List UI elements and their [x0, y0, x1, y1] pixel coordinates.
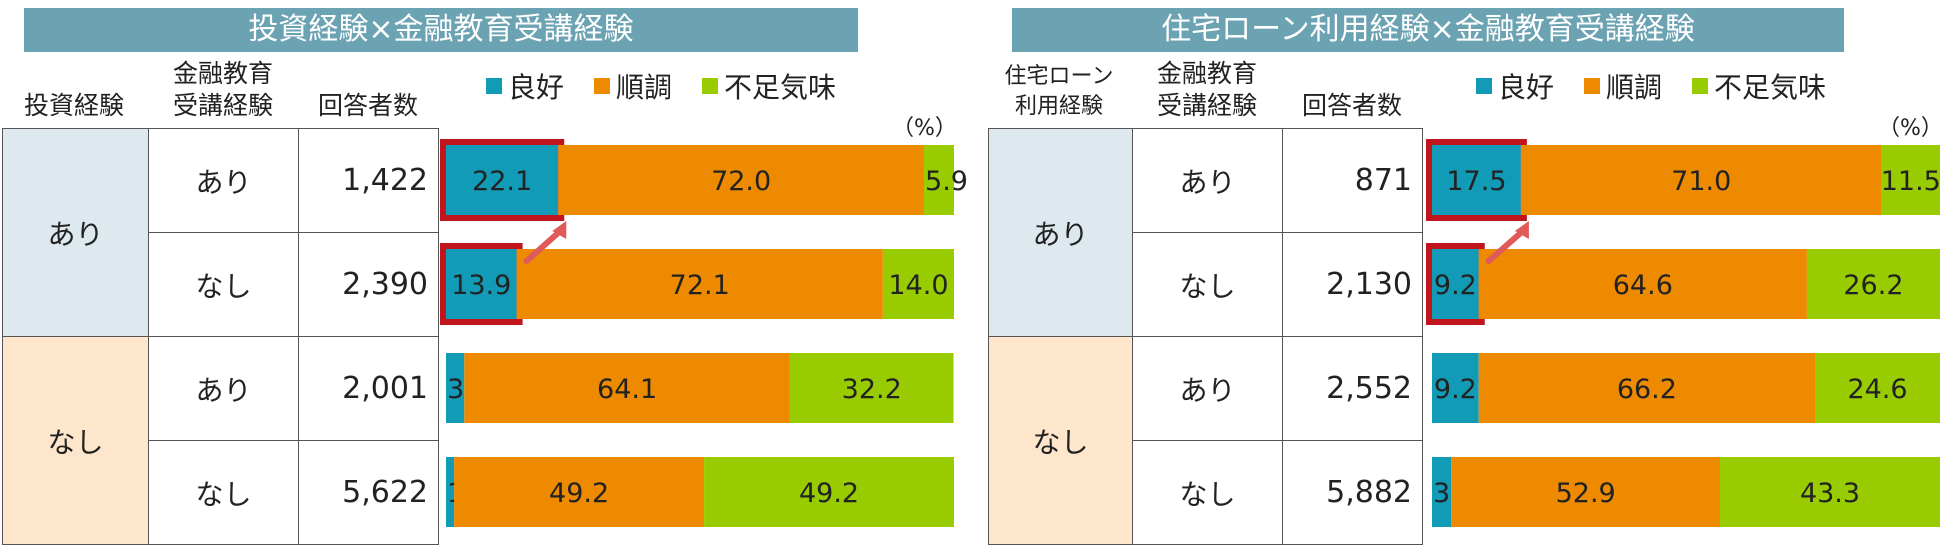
right-arrow-shaft [1485, 228, 1526, 264]
right-edu-cell-2: なし [1132, 232, 1283, 337]
right-bar-row3-short [1815, 353, 1940, 423]
right-count-cell-1: 871 [1282, 128, 1423, 233]
right-bar-row1-steady [1520, 145, 1882, 215]
right-table: あり あり 871 なし 2,130 なし あり 2,552 なし 5,882 [988, 128, 1423, 545]
right-legend: 良好 順調 不足気味 [1476, 66, 1856, 106]
legend-short-swatch [702, 78, 719, 94]
left-bar-row2-good [446, 249, 517, 319]
left-group-cell-1: あり [2, 128, 149, 337]
left-label-row1-short: 5.9 [925, 166, 968, 197]
left-bar-row4-good [446, 457, 455, 527]
right-bar-row1-short [1881, 145, 1940, 215]
left-edu-cell-3: あり [148, 336, 299, 441]
right-edu-cell-3: あり [1132, 336, 1283, 441]
legend-short-swatch [1692, 78, 1709, 94]
right-header-group: 住宅ローン 利用経験 [1004, 64, 1114, 119]
right-count-cell-4: 5,882 [1282, 440, 1423, 545]
legend-steady-swatch [594, 78, 611, 94]
right-bar-row4-good [1432, 457, 1452, 527]
right-bar-row2-short [1806, 249, 1940, 319]
right-bar-chart: 17.571.011.59.264.626.29.266.224.63.852.… [1426, 139, 1941, 527]
right-header-count: 回答者数 [1301, 91, 1402, 120]
left-bar-row2-steady [516, 249, 883, 319]
left-header-group: 投資経験 [23, 91, 124, 120]
left-table: あり あり 1,422 なし 2,390 なし あり 2,001 なし 5,62… [2, 128, 439, 545]
right-label-row1-steady: 71.0 [1671, 166, 1731, 197]
right-label-row2-steady: 64.6 [1613, 270, 1673, 301]
legend-good: 良好 [486, 66, 564, 106]
left-label-row2-short: 14.0 [888, 270, 948, 301]
left-count-cell-4: 5,622 [298, 440, 439, 545]
left-legend: 良好 順調 不足気味 [486, 66, 866, 106]
legend-short: 不足気味 [1692, 66, 1826, 106]
right-label-row3-steady: 66.2 [1617, 374, 1677, 405]
right-label-row1-good: 17.5 [1446, 166, 1506, 197]
left-label-row2-good: 13.9 [451, 270, 511, 301]
left-bar-row3-steady [464, 353, 790, 423]
legend-good: 良好 [1476, 66, 1554, 106]
legend-steady: 順調 [594, 66, 672, 106]
right-bar-row4-steady [1451, 457, 1721, 527]
left-label-row3-steady: 64.1 [597, 374, 657, 405]
left-count-cell-1: 1,422 [298, 128, 439, 233]
right-unit-label: （%） [1878, 116, 1943, 141]
right-label-row2-good: 9.2 [1434, 270, 1477, 301]
legend-steady-swatch [1584, 78, 1601, 94]
legend-good-swatch [486, 78, 502, 94]
left-count-cell-3: 2,001 [298, 336, 439, 441]
right-bar-row1-good [1432, 145, 1521, 215]
left-bar-row4-short [704, 457, 954, 527]
right-bar-row2-good [1432, 249, 1479, 319]
left-edu-cell-4: なし [148, 440, 299, 545]
right-group-cell-1: あり [988, 128, 1133, 337]
left-bar-row4-steady [454, 457, 705, 527]
right-bar-row4-short [1720, 457, 1940, 527]
left-header-count: 回答者数 [317, 91, 418, 120]
legend-good-swatch [1476, 78, 1492, 94]
left-bar-row1-steady [558, 145, 925, 215]
left-arrow-head [552, 221, 567, 239]
right-label-row3-good: 9.2 [1434, 374, 1477, 405]
left-group-cell-2: なし [2, 336, 149, 545]
right-label-row3-short: 24.6 [1847, 374, 1907, 405]
left-label-row4-short: 49.2 [799, 478, 859, 509]
left-chart-title: 投資経験×金融教育受講経験 [24, 8, 858, 52]
right-bar-row3-good [1432, 353, 1479, 423]
left-count-cell-2: 2,390 [298, 232, 439, 337]
left-bar-row1-short [924, 145, 954, 215]
left-label-row4-steady: 49.2 [549, 478, 609, 509]
left-header-edu: 金融教育 受講経験 [172, 59, 273, 120]
left-bar-chart: 22.172.05.913.972.114.03.664.132.21.649.… [440, 139, 968, 527]
right-label-row4-steady: 52.9 [1556, 478, 1616, 509]
right-header-edu: 金融教育 受講経験 [1156, 59, 1257, 120]
left-unit-label: （%） [892, 116, 957, 141]
right-edu-cell-1: あり [1132, 128, 1283, 233]
right-label-row2-short: 26.2 [1843, 270, 1903, 301]
left-bar-row3-good [446, 353, 465, 423]
left-bar-row1-good [446, 145, 559, 215]
legend-short: 不足気味 [702, 66, 836, 106]
right-count-cell-3: 2,552 [1282, 336, 1423, 441]
right-label-row4-short: 43.3 [1800, 478, 1860, 509]
left-arrow-shaft [523, 228, 564, 264]
right-group-cell-2: なし [988, 336, 1133, 545]
right-arrow-head [1514, 221, 1529, 239]
legend-steady: 順調 [1584, 66, 1662, 106]
left-edu-cell-2: なし [148, 232, 299, 337]
right-label-row1-short: 11.5 [1881, 166, 1941, 197]
left-bar-row3-short [789, 353, 954, 423]
right-chart-title: 住宅ローン利用経験×金融教育受講経験 [1012, 8, 1844, 52]
left-panel: 投資経験×金融教育受講経験 投資経験 金融教育 受講経験 回答者数 良好 順調 … [0, 0, 968, 545]
right-panel: 住宅ローン利用経験×金融教育受講経験 住宅ローン 利用経験 金融教育 受講経験 … [986, 0, 1946, 545]
right-count-cell-2: 2,130 [1282, 232, 1423, 337]
left-label-row1-steady: 72.0 [711, 166, 771, 197]
right-bar-row3-steady [1478, 353, 1816, 423]
right-bar-row2-steady [1478, 249, 1807, 319]
left-bar-row2-short [882, 249, 954, 319]
right-edu-cell-4: なし [1132, 440, 1283, 545]
left-label-row1-good: 22.1 [472, 166, 532, 197]
left-label-row3-short: 32.2 [842, 374, 902, 405]
left-edu-cell-1: あり [148, 128, 299, 233]
left-label-row2-steady: 72.1 [670, 270, 730, 301]
